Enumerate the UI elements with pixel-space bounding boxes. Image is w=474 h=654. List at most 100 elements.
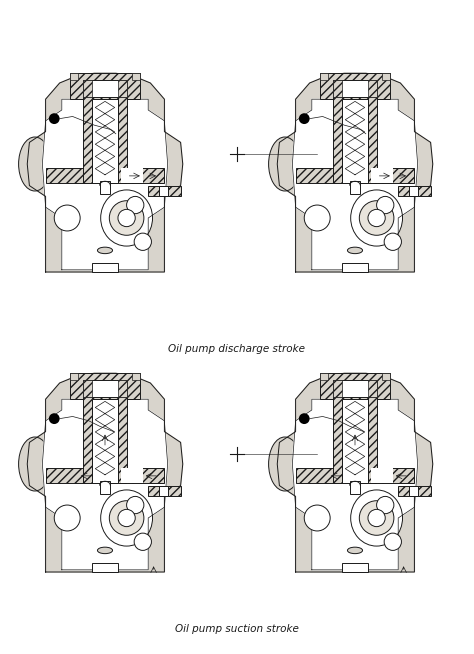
Circle shape: [377, 496, 394, 513]
Circle shape: [299, 113, 310, 124]
Bar: [371, 168, 393, 183]
Bar: [296, 168, 414, 183]
Bar: [333, 80, 377, 97]
Ellipse shape: [351, 490, 402, 546]
Circle shape: [54, 505, 80, 531]
Bar: [83, 380, 92, 397]
Bar: [159, 486, 168, 496]
Bar: [320, 73, 328, 80]
Circle shape: [304, 505, 330, 531]
Circle shape: [54, 205, 80, 231]
Bar: [46, 168, 164, 183]
Bar: [344, 168, 366, 183]
Ellipse shape: [98, 547, 112, 554]
Circle shape: [368, 209, 385, 227]
Bar: [398, 486, 430, 496]
Bar: [118, 397, 127, 483]
Bar: [92, 264, 118, 272]
Bar: [46, 468, 164, 483]
Circle shape: [384, 533, 401, 551]
Bar: [320, 73, 390, 99]
Circle shape: [299, 413, 310, 424]
Circle shape: [118, 209, 135, 227]
Circle shape: [359, 501, 394, 535]
Bar: [71, 73, 139, 99]
Bar: [333, 97, 342, 183]
Bar: [344, 468, 366, 483]
Circle shape: [49, 413, 60, 424]
Bar: [94, 168, 116, 183]
Bar: [148, 186, 181, 196]
Bar: [368, 380, 377, 397]
Polygon shape: [42, 399, 168, 570]
Bar: [333, 380, 342, 397]
Bar: [320, 373, 390, 399]
Bar: [83, 380, 127, 397]
Circle shape: [49, 113, 60, 124]
Circle shape: [384, 233, 401, 250]
Text: Oil pump discharge stroke: Oil pump discharge stroke: [168, 344, 306, 354]
Bar: [71, 73, 78, 80]
Bar: [333, 80, 342, 97]
Bar: [132, 373, 139, 380]
Bar: [320, 373, 328, 380]
Bar: [83, 97, 92, 183]
Ellipse shape: [269, 137, 301, 191]
Bar: [350, 481, 360, 494]
Circle shape: [134, 233, 151, 250]
Bar: [296, 468, 414, 483]
Bar: [100, 481, 110, 494]
Circle shape: [118, 509, 135, 526]
Bar: [83, 80, 92, 97]
Circle shape: [377, 196, 394, 214]
Bar: [118, 80, 127, 97]
Polygon shape: [27, 373, 183, 572]
Circle shape: [109, 501, 144, 535]
Bar: [342, 399, 368, 483]
Bar: [368, 397, 377, 483]
Bar: [83, 80, 127, 97]
Bar: [94, 468, 116, 483]
Bar: [333, 380, 377, 397]
Bar: [382, 73, 390, 80]
Bar: [92, 99, 118, 183]
Bar: [368, 97, 377, 183]
Bar: [368, 80, 377, 97]
Ellipse shape: [100, 490, 153, 546]
Circle shape: [368, 509, 385, 526]
Ellipse shape: [18, 137, 51, 191]
Circle shape: [109, 201, 144, 235]
Polygon shape: [292, 99, 418, 270]
Polygon shape: [42, 99, 168, 270]
Bar: [100, 181, 110, 194]
Polygon shape: [27, 73, 183, 272]
Circle shape: [304, 205, 330, 231]
Ellipse shape: [269, 437, 301, 491]
Bar: [92, 563, 118, 572]
Polygon shape: [292, 399, 418, 570]
Bar: [333, 397, 342, 483]
Bar: [83, 397, 92, 483]
Bar: [118, 97, 127, 183]
Bar: [382, 373, 390, 380]
Ellipse shape: [347, 247, 363, 254]
Bar: [71, 373, 139, 399]
Ellipse shape: [351, 190, 402, 246]
Bar: [409, 486, 418, 496]
Polygon shape: [277, 373, 433, 572]
Bar: [159, 186, 168, 196]
Bar: [121, 468, 143, 483]
Bar: [371, 468, 393, 483]
Polygon shape: [277, 73, 433, 272]
Circle shape: [359, 201, 394, 235]
Bar: [92, 399, 118, 483]
Ellipse shape: [347, 547, 363, 554]
Ellipse shape: [98, 247, 112, 254]
Bar: [342, 563, 368, 572]
Bar: [398, 186, 430, 196]
Bar: [148, 486, 181, 496]
Bar: [409, 186, 418, 196]
Circle shape: [127, 196, 144, 214]
Circle shape: [127, 496, 144, 513]
Ellipse shape: [100, 190, 153, 246]
